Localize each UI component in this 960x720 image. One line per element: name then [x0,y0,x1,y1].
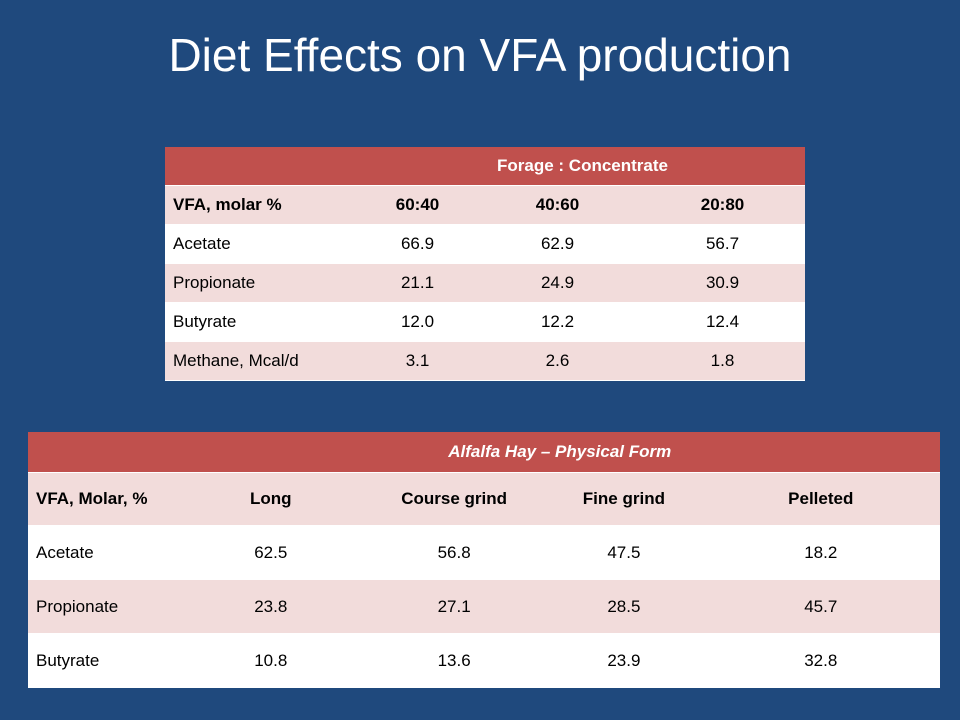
table-row: Propionate 21.1 24.9 30.9 [165,263,805,303]
table-cell: 47.5 [546,525,702,580]
table-cell: 18.2 [701,525,940,580]
column-header-row: VFA, Molar, % Long Course grind Fine gri… [28,472,940,526]
row-label: Methane, Mcal/d [165,341,361,381]
table-cell: 62.9 [474,224,640,264]
group-header: Alfalfa Hay – Physical Form [179,432,940,473]
table-cell: 62.5 [179,525,362,580]
row-label: Acetate [28,525,180,580]
table-cell: 66.9 [360,224,475,264]
table-row: Butyrate 10.8 13.6 23.9 32.8 [28,633,940,688]
slide-title: Diet Effects on VFA production [168,29,792,81]
group-header: Forage : Concentrate [360,147,805,186]
row-label: Propionate [28,579,180,634]
table-cell: 2.6 [474,341,640,381]
column-header: 20:80 [639,185,805,225]
column-header: VFA, molar % [165,185,361,225]
table-row: Propionate 23.8 27.1 28.5 45.7 [28,579,940,634]
table-cell: 24.9 [474,263,640,303]
table-cell: 56.7 [639,224,805,264]
row-label: Acetate [165,224,361,264]
table-cell: 32.8 [701,633,940,688]
table-row: Methane, Mcal/d 3.1 2.6 1.8 [165,341,805,381]
row-label: Propionate [165,263,361,303]
table-row: Butyrate 12.0 12.2 12.4 [165,302,805,342]
table-cell: 45.7 [701,579,940,634]
forage-concentrate-table: Forage : Concentrate VFA, molar % 60:40 … [165,147,805,381]
table-cell: 12.4 [639,302,805,342]
table-cell: 28.5 [546,579,702,634]
column-header: Pelleted [701,472,940,526]
table-row: Acetate 66.9 62.9 56.7 [165,224,805,264]
column-header: Fine grind [546,472,702,526]
table-cell: 12.2 [474,302,640,342]
table-cell: 23.8 [179,579,362,634]
table-cell: 12.0 [360,302,475,342]
table-cell: 3.1 [360,341,475,381]
table-cell: 23.9 [546,633,702,688]
row-label: Butyrate [165,302,361,342]
table-cell: 27.1 [362,579,547,634]
header-empty-cell [165,147,361,186]
column-header: Long [179,472,362,526]
table-cell: 30.9 [639,263,805,303]
alfalfa-physical-form-table: Alfalfa Hay – Physical Form VFA, Molar, … [28,432,940,688]
table-cell: 10.8 [179,633,362,688]
table-header-row: Alfalfa Hay – Physical Form [28,432,940,473]
table-cell: 1.8 [639,341,805,381]
table-cell: 56.8 [362,525,547,580]
column-header: Course grind [362,472,547,526]
column-header: VFA, Molar, % [28,472,180,526]
table-header-row: Forage : Concentrate [165,147,805,186]
row-label: Butyrate [28,633,180,688]
column-header: 40:60 [474,185,640,225]
column-header-row: VFA, molar % 60:40 40:60 20:80 [165,185,805,225]
table-cell: 13.6 [362,633,547,688]
table-cell: 21.1 [360,263,475,303]
table-row: Acetate 62.5 56.8 47.5 18.2 [28,525,940,580]
column-header: 60:40 [360,185,475,225]
header-empty-cell [28,432,180,473]
